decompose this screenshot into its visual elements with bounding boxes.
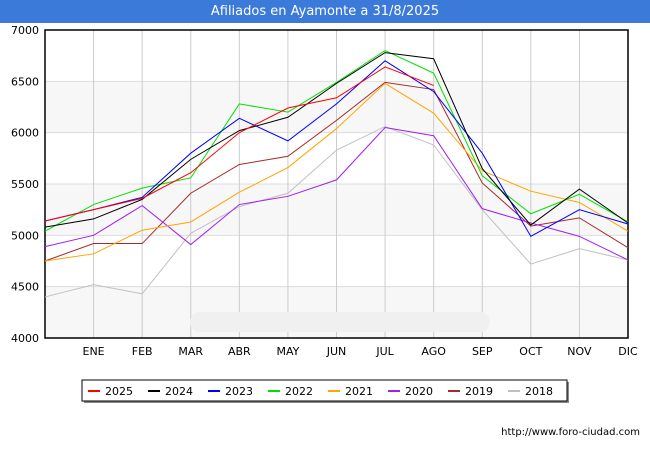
legend-label-2021: 2021 [345,385,373,398]
legend-label-2025: 2025 [105,385,133,398]
y-tick-label: 4000 [11,332,39,345]
x-tick-label: SEP [472,345,493,358]
chart-title: Afiliados en Ayamonte a 31/8/2025 [0,0,650,23]
x-tick-label: MAR [178,345,203,358]
legend-label-2022: 2022 [285,385,313,398]
y-tick-label: 5000 [11,229,39,242]
source-url[interactable]: http://www.foro-ciudad.com [501,427,640,438]
y-tick-label: 6500 [11,75,39,88]
series-line-2019 [44,81,629,262]
x-tick-label: JUN [326,345,347,358]
x-tick-label: AGO [421,345,446,358]
legend-label-2024: 2024 [165,385,193,398]
x-tick-label: FEB [132,345,153,358]
y-tick-label: 5500 [11,178,39,191]
y-tick-label: 7000 [11,24,39,37]
x-tick-label: ABR [228,345,251,358]
watermark [190,312,490,332]
legend-label-2019: 2019 [465,385,493,398]
legend-label-2023: 2023 [225,385,253,398]
legend-label-2020: 2020 [405,385,433,398]
legend-label-2018: 2018 [525,385,553,398]
series-line-2021 [44,82,629,262]
legend-box [81,379,568,402]
x-tick-label: OCT [519,345,542,358]
series-line-2018 [44,125,629,298]
series-line-2025 [44,66,434,222]
x-tick-label: ENE [83,345,105,358]
y-tick-label: 4500 [11,281,39,294]
x-tick-label: NOV [567,345,592,358]
series-line-2022 [44,49,629,232]
x-tick-label: JUL [375,345,394,358]
x-tick-label: DIC [618,345,638,358]
x-tick-label: MAY [276,345,299,358]
series-line-2023 [44,60,629,238]
plot-border [44,29,629,339]
series-line-2024 [44,52,629,228]
series-line-2020 [44,126,629,261]
y-tick-label: 6000 [11,127,39,140]
